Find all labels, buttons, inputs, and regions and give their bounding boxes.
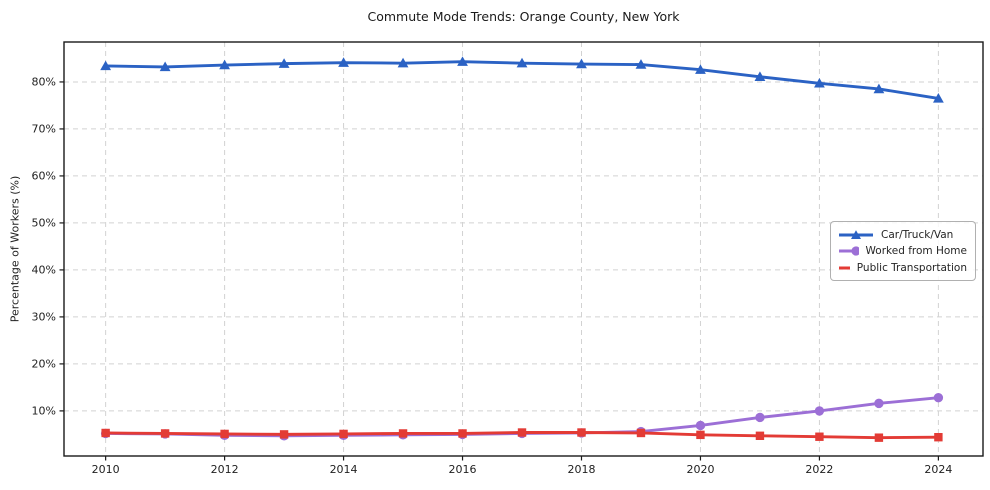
y-tick-label: 70%: [32, 123, 56, 136]
marker-triangle-car-truck-van: [695, 64, 706, 74]
y-tick-label: 60%: [32, 170, 56, 183]
x-tick-label: 2020: [686, 463, 714, 476]
marker-triangle-car-truck-van: [754, 71, 766, 81]
marker-square-public-transportation: [517, 428, 527, 437]
chart-title: Commute Mode Trends: Orange County, New …: [367, 9, 680, 24]
y-tick-label: 30%: [32, 311, 56, 324]
x-tick-label: 2018: [567, 463, 595, 476]
marker-circle-worked-from-home: [814, 406, 825, 416]
y-tick-label: 20%: [32, 358, 56, 371]
marker-square-public-transportation: [577, 428, 586, 437]
marker-square-public-transportation: [934, 433, 943, 442]
marker-triangle-car-truck-van: [457, 56, 468, 66]
y-tick-label: 80%: [32, 76, 56, 89]
marker-square-public-transportation: [458, 429, 467, 438]
x-tick-label: 2014: [330, 463, 358, 476]
circle-marker-icon: [839, 246, 859, 256]
marker-triangle-car-truck-van: [219, 59, 231, 70]
marker-triangle-car-truck-van: [576, 58, 587, 69]
marker-triangle-car-truck-van: [100, 60, 112, 71]
legend-label-car-truck-van: Car/Truck/Van: [881, 228, 954, 241]
marker-square-public-transportation: [339, 429, 348, 439]
marker-circle-worked-from-home: [933, 393, 944, 403]
marker-circle-worked-from-home: [874, 398, 884, 409]
marker-triangle-car-truck-van: [338, 57, 349, 67]
marker-square-public-transportation: [101, 428, 110, 438]
marker-triangle-car-truck-van: [932, 92, 944, 103]
marker-square-public-transportation: [815, 432, 824, 441]
triangle-marker-icon: [839, 229, 873, 239]
plot-border: [63, 41, 984, 457]
x-tick-label: 2024: [924, 463, 952, 476]
marker-triangle-car-truck-van: [516, 57, 528, 68]
marker-square-public-transportation: [220, 429, 229, 439]
marker-square-public-transportation: [636, 428, 646, 438]
legend-item-public-transportation: Public Transportation: [838, 261, 967, 274]
marker-square-public-transportation: [755, 431, 765, 440]
marker-square-public-transportation: [874, 433, 884, 442]
legend-label-worked-from-home: Worked from Home: [865, 245, 967, 257]
marker-square-public-transportation: [160, 429, 170, 438]
x-tick-label: 2010: [92, 463, 120, 476]
marker-square-public-transportation: [696, 430, 705, 440]
x-tick-label: 2016: [449, 463, 477, 476]
marker-triangle-car-truck-van: [814, 77, 825, 88]
legend-item-car-truck-van: Car/Truck/Van: [838, 228, 967, 241]
marker-square-public-transportation: [398, 429, 408, 438]
marker-triangle-car-truck-van: [635, 59, 647, 69]
legend-item-worked-from-home: Worked from Home: [838, 245, 967, 258]
marker-square-public-transportation: [279, 430, 289, 439]
marker-triangle-car-truck-van: [278, 58, 290, 68]
marker-circle-worked-from-home: [755, 412, 765, 423]
y-tick-label: 50%: [32, 217, 56, 230]
legend: Car/Truck/Van Worked from Home Public Tran…: [830, 221, 976, 281]
square-marker-icon: [839, 266, 850, 269]
y-tick-label: 40%: [32, 264, 56, 277]
y-tick-label: 10%: [32, 405, 56, 418]
legend-label-public-transportation: Public Transportation: [856, 261, 967, 274]
x-tick-label: 2022: [805, 463, 833, 476]
marker-circle-worked-from-home: [695, 420, 706, 431]
x-tick-label: 2012: [211, 463, 239, 476]
marker-triangle-car-truck-van: [159, 61, 171, 72]
marker-triangle-car-truck-van: [873, 83, 885, 94]
marker-triangle-car-truck-van: [397, 57, 409, 68]
